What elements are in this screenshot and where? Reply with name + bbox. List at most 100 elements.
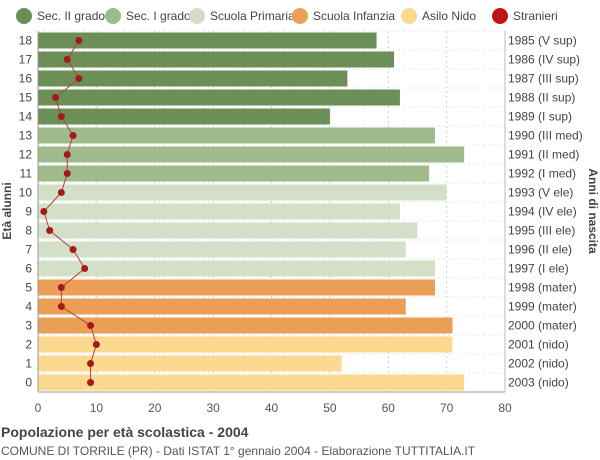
x-tick-label: 20 (148, 401, 162, 415)
chart-source: COMUNE DI TORRILE (PR) - Dati ISTAT 1° g… (1, 444, 476, 458)
bar (38, 298, 406, 315)
legend-swatch-icon (492, 8, 508, 24)
stranieri-point (69, 132, 77, 139)
stranieri-point (57, 303, 65, 310)
bar (38, 146, 465, 163)
bar (38, 222, 418, 239)
legend-label: Asilo Nido (422, 9, 477, 23)
legend-swatch-icon (16, 8, 32, 24)
y-tick-label-age: 15 (19, 91, 33, 105)
y-tick-label-year: 1985 (V sup) (508, 34, 577, 48)
bar (38, 70, 348, 87)
y-tick-label-year: 2002 (nido) (508, 357, 569, 371)
stranieri-series (40, 37, 100, 386)
legend-item: Asilo Nido (401, 7, 476, 25)
x-tick-label: 30 (206, 401, 220, 415)
y-tick-label-age: 17 (19, 53, 33, 67)
y-tick-label-year: 1992 (I med) (508, 167, 576, 181)
bar (38, 317, 453, 334)
y-tick-label-age: 14 (19, 110, 33, 124)
y-tick-label-year: 1988 (II sup) (508, 91, 575, 105)
stranieri-point (40, 208, 48, 215)
stranieri-point (57, 113, 65, 120)
legend-label: Stranieri (513, 9, 558, 23)
y-tick-label-age: 1 (25, 357, 32, 371)
y-tick-label-year: 2003 (nido) (508, 376, 569, 390)
y-tick-label-year: 1994 (IV ele) (508, 205, 577, 219)
y-tick-label-age: 11 (20, 167, 33, 181)
y-tick-label-age: 6 (25, 262, 32, 276)
x-tick-label: 10 (90, 401, 104, 415)
stranieri-point (92, 341, 100, 348)
legend: Sec. II grado Sec. I grado Scuola Primaria… (0, 0, 600, 32)
y-axis-label-right: Anni di nascita (586, 168, 600, 254)
bar (38, 165, 430, 182)
stranieri-point (75, 37, 83, 44)
stranieri-point (69, 246, 77, 253)
y-tick-label-year: 1989 (I sup) (508, 110, 572, 124)
y-tick-label-year: 1999 (mater) (508, 300, 577, 314)
legend-label: Scuola Infanzia (313, 9, 396, 23)
y-tick-label-year: 1987 (III sup) (508, 72, 579, 86)
stranieri-point (81, 265, 89, 272)
y-tick-label-age: 2 (25, 338, 32, 352)
bar (38, 279, 435, 296)
bar (38, 203, 400, 220)
y-tick-label-age: 18 (19, 34, 33, 48)
stranieri-point (87, 379, 95, 386)
bar (38, 51, 395, 68)
legend-item: Scuola Primaria (189, 7, 295, 25)
y-tick-label-year: 1995 (III ele) (508, 224, 575, 238)
y-tick-label-age: 7 (25, 243, 32, 257)
y-tick-label-age: 12 (19, 148, 33, 162)
chart-title: Popolazione per età scolastica - 2004 (1, 424, 249, 440)
y-tick-label-year: 1998 (mater) (508, 281, 577, 295)
bar (38, 32, 377, 49)
y-tick-label-age: 13 (19, 129, 33, 143)
bar (38, 260, 435, 277)
stranieri-point (63, 151, 71, 158)
x-tick-label: 40 (265, 401, 279, 415)
x-tick-label: 80 (498, 401, 512, 415)
stranieri-point (57, 284, 65, 291)
legend-swatch-icon (105, 8, 121, 24)
y-axis-label-left: Età alunni (0, 182, 14, 239)
y-tick-label-year: 2001 (nido) (508, 338, 569, 352)
y-tick-label-age: 4 (25, 300, 32, 314)
bar (38, 127, 435, 144)
bar (38, 108, 330, 125)
y-tick-label-age: 5 (25, 281, 32, 295)
stranieri-point (87, 322, 95, 329)
y-tick-label-age: 8 (25, 224, 32, 238)
x-tick-label: 50 (323, 401, 337, 415)
bar (38, 355, 342, 372)
y-tick-label-year: 1996 (II ele) (508, 243, 572, 257)
y-tick-label-age: 0 (25, 376, 32, 390)
legend-item: Sec. I grado (105, 7, 191, 25)
y-tick-label-age: 9 (25, 205, 32, 219)
legend-swatch-icon (292, 8, 308, 24)
legend-label: Scuola Primaria (210, 9, 295, 23)
legend-item: Scuola Infanzia (292, 7, 395, 25)
bar (38, 336, 453, 353)
bars (38, 32, 465, 391)
stranieri-point (46, 227, 54, 234)
stranieri-point (87, 360, 95, 367)
legend-item: Stranieri (492, 7, 558, 25)
bar (38, 241, 406, 258)
stranieri-point (63, 56, 71, 63)
stranieri-point (57, 189, 65, 196)
stranieri-point (52, 94, 60, 101)
y-tick-label-age: 16 (19, 72, 33, 86)
x-tick-label: 70 (440, 401, 454, 415)
legend-item: Sec. II grado (16, 7, 105, 25)
stranieri-point (75, 75, 83, 82)
y-tick-label-age: 10 (19, 186, 33, 200)
legend-swatch-icon (401, 8, 417, 24)
y-tick-label-year: 1991 (II med) (508, 148, 579, 162)
bar (38, 374, 465, 391)
legend-swatch-icon (189, 8, 205, 24)
y-tick-label-year: 1986 (IV sup) (508, 53, 580, 67)
